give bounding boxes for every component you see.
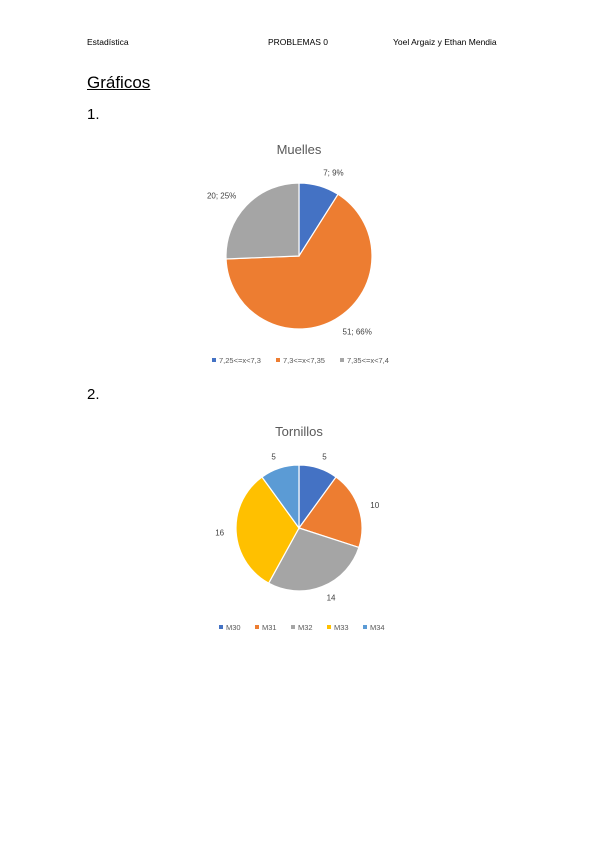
data-label: 10 bbox=[370, 501, 379, 510]
legend-entry: M30 bbox=[226, 623, 241, 632]
legend-entry: M33 bbox=[334, 623, 349, 632]
chart-title: Muelles bbox=[277, 142, 322, 157]
pie-slice-M32 bbox=[267, 527, 360, 592]
data-label: 16 bbox=[215, 529, 224, 538]
problem-number-1: 1. bbox=[87, 106, 100, 123]
pie-slice-M34 bbox=[261, 464, 300, 530]
legend-swatch bbox=[255, 625, 259, 629]
data-label: 20; 25% bbox=[207, 192, 236, 201]
data-label: 5 bbox=[322, 453, 327, 462]
legend-swatch bbox=[327, 625, 331, 629]
data-label: 14 bbox=[327, 594, 336, 603]
header-authors: Yoel Argaiz y Ethan Mendia bbox=[393, 37, 497, 47]
legend-entry: M32 bbox=[298, 623, 313, 632]
legend-swatch bbox=[340, 358, 344, 362]
data-label: 7; 9% bbox=[323, 168, 343, 177]
legend-entry: 7,25<=x<7,3 bbox=[219, 356, 261, 365]
chart-title: Tornillos bbox=[275, 424, 323, 439]
data-label: 51; 66% bbox=[343, 327, 372, 336]
legend-swatch bbox=[291, 625, 295, 629]
pie-slice-7,3<=x<7,35 bbox=[225, 193, 373, 330]
pie-slice-7,35<=x<7,4 bbox=[225, 182, 300, 260]
header-title: PROBLEMAS 0 bbox=[268, 37, 328, 47]
header-subject: Estadística bbox=[87, 37, 129, 47]
legend-swatch bbox=[219, 625, 223, 629]
pie-slice-M31 bbox=[298, 476, 363, 549]
legend-entry: M31 bbox=[262, 623, 277, 632]
legend-swatch bbox=[212, 358, 216, 362]
pie-slice-M33 bbox=[235, 476, 300, 585]
legend-swatch bbox=[276, 358, 280, 362]
legend-swatch bbox=[363, 625, 367, 629]
page-header: Estadística PROBLEMAS 0 Yoel Argaiz y Et… bbox=[0, 37, 599, 51]
section-title: Gráficos bbox=[87, 73, 151, 92]
data-label: 5 bbox=[271, 453, 276, 462]
legend-entry: 7,35<=x<7,4 bbox=[347, 356, 389, 365]
problem-number-2: 2. bbox=[87, 386, 100, 403]
legend-entry: 7,3<=x<7,35 bbox=[283, 356, 325, 365]
legend-entry: M34 bbox=[370, 623, 385, 632]
